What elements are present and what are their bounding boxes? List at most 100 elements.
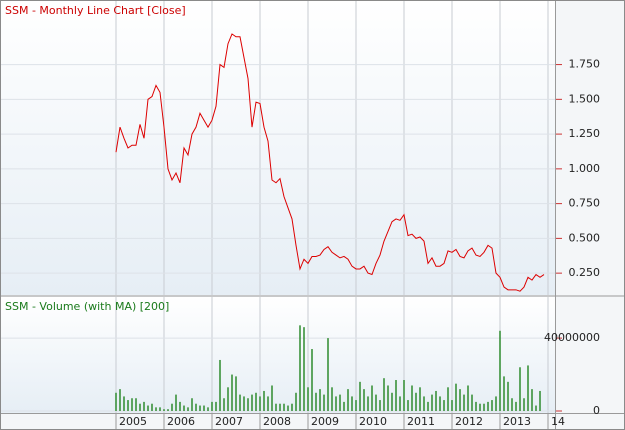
y-tick-label: 0.500 (569, 231, 601, 244)
volume-bar (395, 380, 397, 411)
volume-bar (167, 409, 169, 411)
y-tick-label: 1.500 (569, 92, 601, 105)
volume-bar (159, 407, 161, 411)
volume-bar (503, 376, 505, 411)
volume-bar (339, 394, 341, 411)
volume-bar (511, 398, 513, 411)
volume-bar (187, 407, 189, 411)
volume-bar (299, 325, 301, 411)
volume-bar (347, 389, 349, 411)
volume-bar (343, 401, 345, 411)
volume-bar (143, 401, 145, 411)
volume-bar (203, 405, 205, 411)
volume-bar (527, 365, 529, 411)
x-tick-label: 2007 (215, 415, 243, 428)
x-tick-label: 2009 (311, 415, 339, 428)
volume-bar (387, 385, 389, 411)
volume-bar (219, 359, 221, 411)
volume-bar (359, 381, 361, 411)
volume-bar (327, 338, 329, 411)
volume-bar (191, 398, 193, 411)
x-tick-label: 14 (551, 415, 565, 428)
volume-bar (199, 405, 201, 411)
y-tick-label: 40000000 (544, 331, 600, 344)
panel-title: SSM - Volume (with MA) [200] (5, 300, 169, 313)
volume-bar (507, 381, 509, 411)
volume-bar (439, 396, 441, 411)
volume-bar (227, 387, 229, 411)
volume-bar (407, 400, 409, 411)
volume-bar (147, 405, 149, 411)
volume-bar (523, 398, 525, 411)
volume-bar (531, 389, 533, 411)
volume-bar (399, 396, 401, 411)
volume-bar (139, 403, 141, 411)
volume-bar (263, 390, 265, 411)
volume-bar (231, 374, 233, 411)
volume-bar (459, 389, 461, 411)
volume-bar (499, 330, 501, 411)
y-tick-label: 1.000 (569, 162, 601, 175)
volume-bar (115, 392, 117, 411)
volume-bar (215, 401, 217, 411)
x-tick-label: 2011 (407, 415, 435, 428)
volume-bar (247, 398, 249, 411)
x-tick-label: 2006 (167, 415, 195, 428)
volume-bar (391, 392, 393, 411)
volume-bar (371, 385, 373, 411)
volume-bar (267, 396, 269, 411)
volume-bar (235, 376, 237, 411)
volume-bar (483, 403, 485, 411)
y-tick-label: 0.750 (569, 197, 601, 210)
volume-bar (515, 401, 517, 411)
volume-bar (271, 385, 273, 411)
volume-bar (475, 401, 477, 411)
volume-bar (467, 385, 469, 411)
volume-bar (183, 405, 185, 411)
x-tick-label: 2010 (359, 415, 387, 428)
y-tick-label: 0 (593, 404, 600, 417)
volume-bar (195, 403, 197, 411)
volume-bar (487, 401, 489, 411)
volume-bar (411, 385, 413, 411)
volume-bar (179, 401, 181, 411)
volume-bar (379, 400, 381, 411)
volume-bar (135, 398, 137, 411)
volume-bar (367, 396, 369, 411)
y-tick-label: 0.250 (569, 266, 601, 279)
volume-bar (307, 387, 309, 411)
volume-bar (435, 390, 437, 411)
volume-bar (323, 394, 325, 411)
volume-bar (415, 392, 417, 411)
volume-bar (431, 394, 433, 411)
x-tick-label: 2005 (119, 415, 147, 428)
volume-bar (243, 396, 245, 411)
panel-title: SSM - Monthly Line Chart [Close] (5, 4, 186, 17)
price-panel (1, 1, 555, 295)
volume-bar (175, 394, 177, 411)
volume-bar (171, 403, 173, 411)
volume-bar (331, 387, 333, 411)
volume-bar (479, 403, 481, 411)
volume-bar (131, 398, 133, 411)
volume-bar (295, 392, 297, 411)
volume-bar (207, 407, 209, 411)
x-tick-label: 2013 (503, 415, 531, 428)
volume-bar (471, 394, 473, 411)
volume-bar (155, 407, 157, 411)
volume-bar (451, 400, 453, 411)
volume-bar (259, 396, 261, 411)
volume-bar (211, 401, 213, 411)
volume-bar (123, 396, 125, 411)
volume-bar (279, 403, 281, 411)
volume-bar (419, 387, 421, 411)
volume-bar (455, 383, 457, 411)
volume-bar (311, 349, 313, 411)
volume-bar (535, 405, 537, 411)
volume-bar (239, 394, 241, 411)
volume-bar (275, 403, 277, 411)
volume-bar (443, 400, 445, 411)
volume-bar (163, 409, 165, 411)
volume-bar (291, 403, 293, 411)
